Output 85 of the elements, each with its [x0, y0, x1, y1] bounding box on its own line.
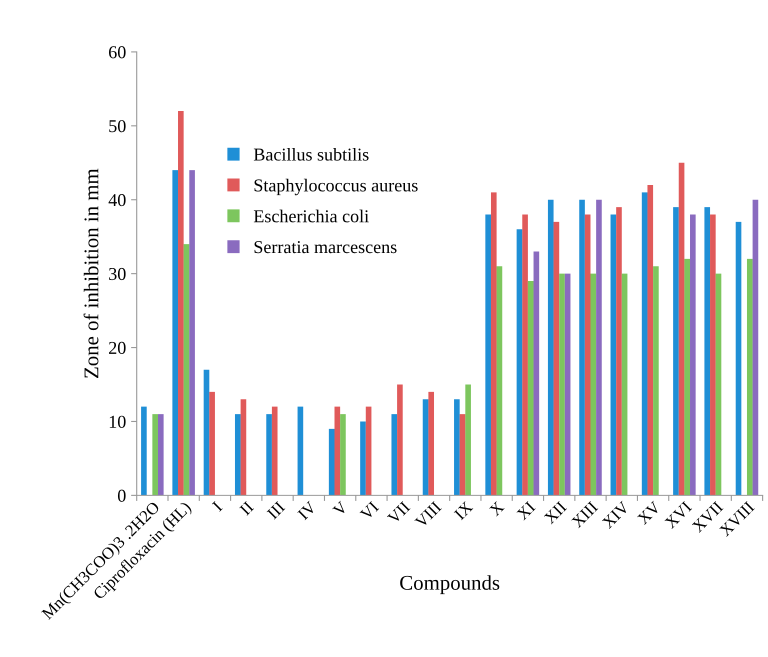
- y-tick-label: 20: [109, 342, 126, 354]
- bar: [752, 200, 758, 496]
- y-tick-label: 10: [110, 416, 126, 428]
- bar: [596, 200, 602, 496]
- bar: [152, 414, 158, 496]
- x-tick-label: VII: [386, 500, 411, 525]
- bar: [178, 111, 184, 496]
- bar: [328, 428, 334, 496]
- bar: [534, 251, 540, 496]
- bar: [496, 266, 502, 496]
- bar: [266, 414, 272, 496]
- bar: [485, 214, 491, 496]
- legend-label: Staphylococcus aureus: [254, 178, 418, 196]
- bar: [334, 406, 340, 496]
- bar: [684, 258, 690, 496]
- bar: [616, 207, 622, 496]
- x-axis-title: Compounds: [400, 575, 500, 594]
- x-tick-label: XV: [636, 500, 662, 526]
- bar: [690, 214, 696, 496]
- legend-label: Serratia marcescens: [254, 241, 397, 254]
- bar: [678, 162, 684, 496]
- bar: [360, 421, 366, 496]
- bar: [422, 399, 428, 496]
- bar: [141, 406, 147, 496]
- y-tick-label: 0: [118, 490, 126, 502]
- bar: [564, 274, 570, 496]
- bar: [454, 399, 460, 496]
- x-tick-label: V: [332, 500, 348, 517]
- bar: [704, 207, 710, 496]
- bar: [158, 414, 164, 496]
- bar: [428, 392, 434, 496]
- y-tick-label: 60: [109, 46, 126, 58]
- x-tick-label: III: [266, 500, 286, 520]
- y-tick-label: 50: [109, 120, 126, 132]
- x-tick-label: XVI: [664, 500, 692, 530]
- bar: [189, 170, 195, 496]
- x-tick-label: IV: [297, 500, 318, 520]
- bar: [465, 384, 471, 496]
- bar: [391, 414, 398, 496]
- bar: [622, 274, 628, 496]
- bar: [736, 222, 742, 496]
- bar: [584, 214, 590, 496]
- bar: [522, 214, 528, 496]
- x-tick-label: XIII: [570, 500, 598, 528]
- y-tick-label: 40: [108, 194, 126, 206]
- x-tick-label: X: [488, 500, 505, 517]
- bar: [554, 222, 560, 496]
- bar: [516, 229, 522, 496]
- bar: [647, 184, 654, 496]
- bar: [590, 274, 596, 496]
- bar: [366, 406, 372, 496]
- bar: [204, 370, 210, 496]
- bar: [579, 200, 585, 496]
- bar: [548, 200, 554, 496]
- bar: [234, 414, 241, 496]
- bar: [490, 192, 497, 496]
- bar: [209, 392, 215, 496]
- legend-label: Bacillus subtilis: [254, 148, 369, 161]
- bar: [716, 274, 722, 496]
- x-tick-label: XI: [516, 500, 536, 520]
- bar: [460, 414, 466, 496]
- bar: [528, 281, 534, 496]
- bar: [710, 214, 716, 496]
- x-tick-label: VIII: [414, 500, 442, 529]
- x-tick-label: VI: [360, 500, 380, 521]
- y-axis-title: Zone of inhibition in mm: [84, 168, 98, 378]
- bar: [746, 258, 753, 496]
- x-tick-label: II: [239, 500, 254, 516]
- x-tick-label: I: [212, 500, 223, 512]
- x-tick-label: IX: [454, 500, 474, 520]
- bar: [340, 414, 346, 496]
- y-tick-label: 30: [109, 268, 126, 280]
- bar: [673, 207, 679, 496]
- legend-label: Escherichia coli: [254, 210, 369, 222]
- bar: [642, 192, 648, 496]
- bar: [653, 266, 659, 496]
- bar: [240, 399, 246, 496]
- x-tick-label: XII: [544, 500, 567, 524]
- bar: [559, 274, 565, 496]
- bar: [610, 214, 616, 496]
- bar: [184, 244, 190, 496]
- bar: [172, 170, 178, 496]
- bar: [298, 406, 304, 496]
- bar: [272, 406, 278, 496]
- bar: [397, 384, 403, 496]
